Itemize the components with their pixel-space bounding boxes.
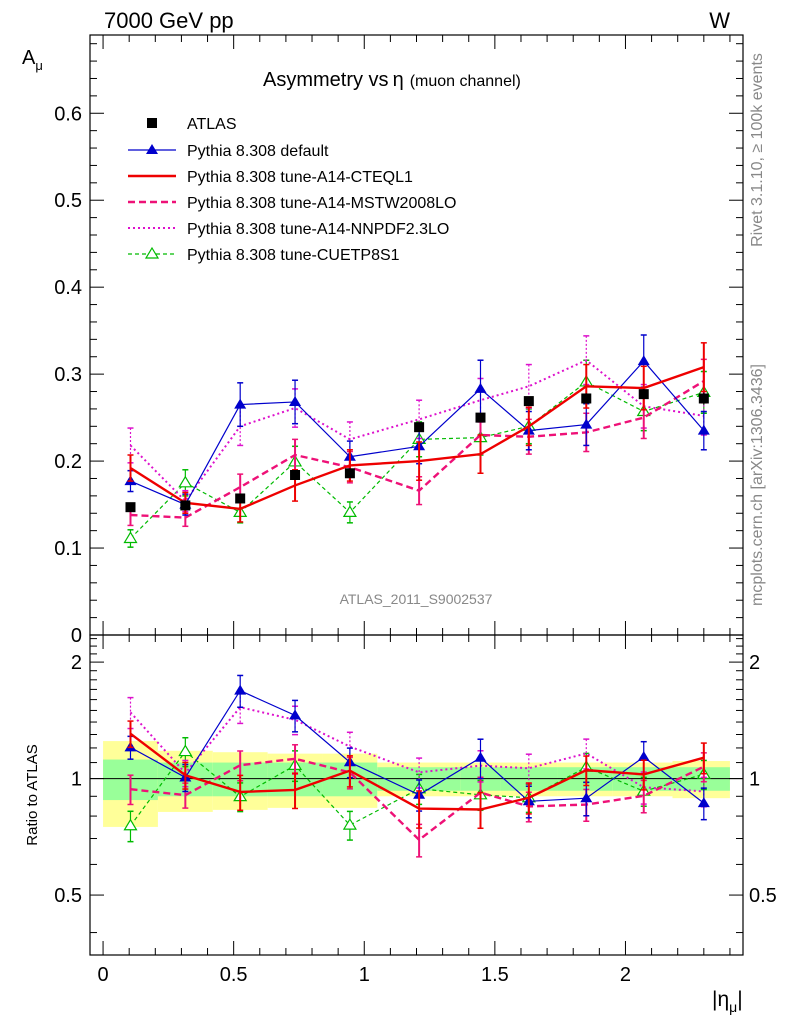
ratio-point-default: [234, 684, 247, 695]
ratio-plot: [90, 674, 743, 858]
legend-atlas-label: ATLAS: [187, 116, 237, 133]
ratio-point-default: [580, 792, 593, 803]
legend-cuetp-marker: [144, 246, 160, 259]
chart-title-sub: (muon channel): [410, 73, 521, 90]
axis-ticks: 0 0.5 1 1.5 2 0 0.1 0.2 0.3 0.4 0.5 0.6 0.5 0.5 1 1 2 2: [54, 35, 777, 986]
ratio-y-tick-label-right: 2: [749, 652, 760, 674]
ratio-uncertainty-bands: [103, 741, 730, 827]
main-point-cuetp: [342, 505, 357, 517]
ratio-y-tick-label-left: 1: [71, 769, 82, 791]
legend-nnpdf-label: Pythia 8.308 tune-A14-NNPDF2.3LO: [187, 221, 449, 238]
main-line-nnpdf: [129, 359, 704, 503]
main-y-tick-label: 0.2: [54, 451, 82, 473]
analysis-watermark: ATLAS_2011_S9002537: [340, 591, 493, 607]
ratio-y-tick-label-right: 1: [749, 769, 760, 791]
rivet-label: Rivet 3.1.10, ≥ 100k events: [749, 53, 766, 247]
legend: ATLAS Pythia 8.308 default Pythia 8.308 …: [128, 116, 456, 264]
ratio-ylabel: Ratio to ATLAS: [24, 744, 41, 845]
ratio-series-cteql1: [127, 720, 707, 830]
main-line-cuetp: [130, 381, 705, 539]
xlabel-pre: |η: [712, 988, 729, 1011]
x-tick-label: 0.5: [220, 964, 248, 986]
main-y-tick-label: 0: [71, 625, 82, 647]
main-ylabel-sub: μ: [35, 58, 43, 73]
ratio-y-tick-label-left: 2: [71, 652, 82, 674]
xlabel: |ημ|: [712, 988, 743, 1015]
svg-text:Aμ: Aμ: [22, 47, 43, 73]
header-observable: W: [709, 8, 730, 33]
header-process: 7000 GeV pp: [104, 8, 234, 33]
ratio-point-cuetp: [123, 818, 138, 831]
x-tick-label: 2: [620, 964, 631, 986]
main-ylabel: Aμ: [22, 47, 43, 73]
ratio-line-mstw: [130, 757, 705, 842]
ratio-y-tick-label-left: 0.5: [54, 885, 82, 907]
main-y-tick-label: 0.6: [54, 103, 82, 125]
main-y-tick-label: 0.3: [54, 364, 82, 386]
main-point-default: [637, 355, 650, 366]
ratio-line-nnpdf: [129, 706, 704, 793]
ratio-point-default: [697, 797, 710, 808]
main-series-atlas: [125, 388, 709, 513]
main-y-tick-label: 0.1: [54, 538, 82, 560]
x-tick-label: 0: [97, 964, 108, 986]
main-point-cuetp: [178, 475, 193, 488]
ratio-point-default: [289, 709, 302, 720]
legend-default-label: Pythia 8.308 default: [187, 143, 329, 160]
xlabel-post: |: [737, 988, 742, 1011]
main-y-tick-label: 0.4: [54, 277, 82, 299]
chart-title: Asymmetry vs η (muon channel): [263, 69, 521, 91]
legend-default-marker: [146, 144, 158, 154]
main-plot: [123, 334, 711, 548]
x-tick-label: 1.5: [481, 964, 509, 986]
legend-cuetp-label: Pythia 8.308 tune-CUETP8S1: [187, 247, 400, 264]
main-ylabel-text: A: [22, 47, 36, 69]
xlabel-sub: μ: [729, 999, 737, 1015]
legend-mstw-label: Pythia 8.308 tune-A14-MSTW2008LO: [187, 195, 456, 212]
ratio-y-tick-label-right: 0.5: [749, 885, 777, 907]
chart-title-eta: η: [393, 69, 404, 91]
main-point-default: [234, 398, 247, 409]
main-point-default: [289, 395, 302, 406]
legend-atlas-marker: [147, 118, 157, 128]
main-series-cteql1: [127, 342, 707, 523]
ratio-point-cuetp: [342, 817, 357, 830]
main-y-tick-label: 0.5: [54, 190, 82, 212]
main-point-default: [580, 418, 593, 429]
ratio-point-default: [637, 750, 650, 761]
chart-title-main: Asymmetry vs: [263, 69, 389, 91]
main-line-default: [130, 360, 705, 506]
ratio-point-default: [474, 751, 487, 762]
legend-cteql1-label: Pythia 8.308 tune-A14-CTEQL1: [187, 169, 413, 186]
main-point-default: [474, 382, 487, 393]
main-point-cuetp: [123, 531, 138, 544]
x-tick-label: 1: [359, 964, 370, 986]
ratio-point-cuetp: [178, 744, 193, 757]
main-point-default: [697, 424, 710, 435]
mcplots-label: mcplots.cern.ch [arXiv:1306.3436]: [749, 364, 766, 606]
